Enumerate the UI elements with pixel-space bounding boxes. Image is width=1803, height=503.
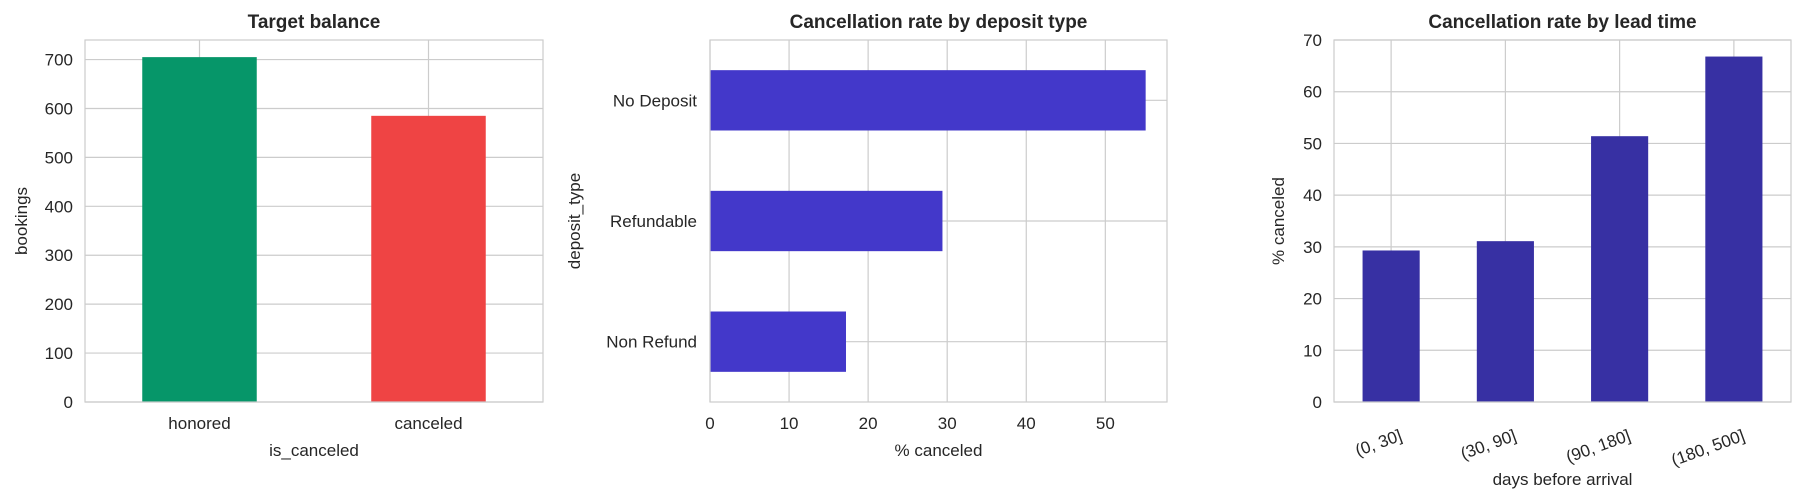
plot-frame (709, 39, 1168, 403)
bar (1476, 241, 1534, 402)
y-tick-label: 200 (45, 295, 73, 314)
chart-target-balance: 0 100 200 300 400 500 600 700 honored canceled Tar… (12, 12, 544, 460)
y-tick-label: 500 (45, 148, 73, 167)
y-axis-label: bookings (12, 187, 31, 255)
y-tick-label: 400 (45, 197, 73, 216)
bar (371, 115, 486, 402)
y-tick-label: 600 (45, 99, 73, 118)
chart-title: Cancellation rate by deposit type (790, 12, 1088, 33)
bar (1591, 136, 1649, 402)
y-tick-label: 10 (1303, 341, 1322, 360)
y-axis-label: deposit_type (565, 173, 584, 269)
y-tick-label: Refundable (610, 212, 697, 231)
x-tick-label: 0 (705, 414, 714, 433)
plot-frame (84, 39, 544, 403)
x-tick-label: (90, 180] (1563, 426, 1633, 467)
x-axis-label: is_canceled (269, 441, 359, 460)
x-tick-label: canceled (394, 414, 462, 433)
y-tick-label: 300 (45, 246, 73, 265)
plot-frame (1333, 39, 1792, 403)
chart-deposit-type: 0 10 20 30 40 50 No Deposit Refundable Non Refun… (565, 12, 1168, 460)
x-tick-label: 30 (938, 414, 957, 433)
y-tick-label: 70 (1303, 31, 1322, 50)
bar (1705, 56, 1763, 402)
x-axis-label: % canceled (895, 441, 983, 460)
chart-lead-time: 0 10 20 30 40 50 60 70 (0, 30] (30, 90] (90, 180] (… (1269, 12, 1792, 489)
y-tick-label: 60 (1303, 83, 1322, 102)
bar (710, 70, 1146, 131)
bar (1362, 250, 1420, 402)
y-tick-label: 20 (1303, 290, 1322, 309)
x-tick-label: (30, 90] (1458, 426, 1519, 464)
bar (142, 57, 257, 403)
y-tick-label: No Deposit (613, 91, 697, 110)
y-tick-label: Non Refund (606, 333, 697, 352)
chart-title: Cancellation rate by lead time (1428, 12, 1696, 33)
x-tick-label: 40 (1017, 414, 1036, 433)
x-tick-label: (0, 30] (1353, 426, 1405, 460)
x-tick-label: 20 (859, 414, 878, 433)
bar (710, 311, 846, 372)
y-tick-label: 50 (1303, 134, 1322, 153)
x-axis-label: days before arrival (1493, 470, 1633, 489)
chart-title: Target balance (248, 12, 381, 33)
y-tick-label: 40 (1303, 186, 1322, 205)
y-axis-label: % canceled (1269, 177, 1288, 265)
bar (710, 190, 943, 252)
y-tick-label: 0 (64, 393, 73, 412)
y-tick-label: 100 (45, 344, 73, 363)
y-tick-label: 0 (1313, 393, 1322, 412)
y-tick-label: 30 (1303, 238, 1322, 257)
x-tick-label: (180, 500] (1669, 426, 1747, 470)
x-tick-label: 50 (1096, 414, 1115, 433)
x-tick-label: 10 (780, 414, 799, 433)
x-tick-label: honored (168, 414, 230, 433)
y-tick-label: 700 (45, 51, 73, 70)
